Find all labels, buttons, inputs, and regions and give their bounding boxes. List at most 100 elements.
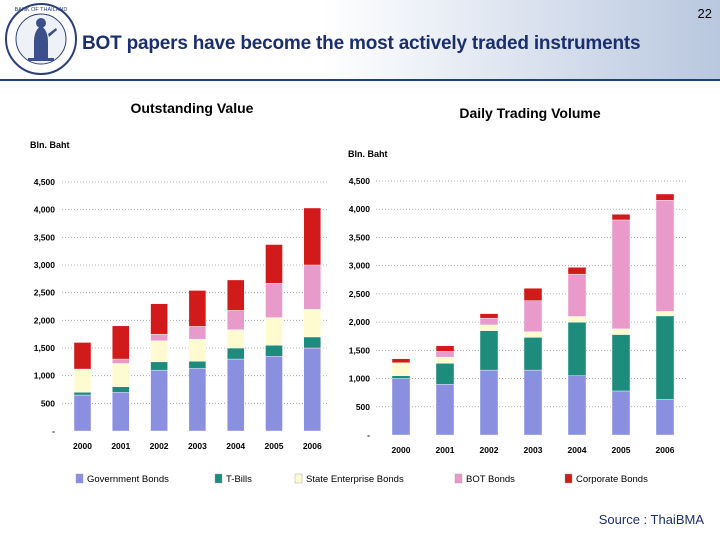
bar-segment-corporate-bonds <box>611 214 631 221</box>
bar-segment-bot-bonds <box>567 273 587 317</box>
bar-segment-state-enterprise-bonds <box>226 329 245 349</box>
x-tick-label: 2003 <box>524 445 543 455</box>
bar-segment-t-bills <box>435 363 455 385</box>
bar-segment-corporate-bonds <box>73 342 92 370</box>
bar-segment-government-bonds <box>611 390 631 436</box>
bar-segment-corporate-bonds <box>479 313 499 319</box>
bar-segment-state-enterprise-bonds <box>112 363 130 387</box>
bar-segment-corporate-bonds <box>188 290 207 327</box>
y-tick-label: 4,000 <box>34 205 56 215</box>
source-note: Source : ThaiBMA <box>598 512 704 527</box>
bar-segment-government-bonds <box>112 392 130 432</box>
page-number: 22 <box>697 6 712 21</box>
bar-segment-corporate-bonds <box>303 207 321 266</box>
x-tick-label: 2004 <box>226 441 245 451</box>
header-rule <box>0 79 720 81</box>
x-tick-label: 2005 <box>612 445 631 455</box>
bar-segment-bot-bonds <box>611 219 631 330</box>
bar-segment-state-enterprise-bonds <box>188 338 207 362</box>
bar-segment-bot-bonds <box>655 199 675 312</box>
bar-segment-bot-bonds <box>303 264 321 310</box>
y-tick-label: - <box>52 426 55 436</box>
bar-segment-state-enterprise-bonds <box>655 311 675 317</box>
y-tick-label: 2,500 <box>349 289 371 299</box>
y-tick-label: 1,000 <box>34 371 56 381</box>
x-tick-label: 2003 <box>188 441 207 451</box>
x-tick-label: 2006 <box>303 441 322 451</box>
x-tick-label: 2002 <box>480 445 499 455</box>
bar-segment-state-enterprise-bonds <box>73 368 92 393</box>
bank-seal-logo: BANK OF THAILAND <box>5 3 77 75</box>
legend-swatch <box>294 473 303 484</box>
bar-segment-state-enterprise-bonds <box>391 362 411 376</box>
legend-label: State Enterprise Bonds <box>306 474 404 485</box>
y-tick-label: 3,000 <box>349 261 371 271</box>
bar-segment-t-bills <box>226 347 245 360</box>
bar-segment-government-bonds <box>523 369 543 436</box>
bar-segment-t-bills <box>112 386 130 393</box>
legend-label: Government Bonds <box>87 474 169 485</box>
y-axis-unit-label: Bln. Baht <box>30 140 70 150</box>
y-tick-label: 1,500 <box>34 343 56 353</box>
legend-swatch <box>564 473 573 484</box>
bar-segment-t-bills <box>391 375 411 379</box>
bar-segment-state-enterprise-bonds <box>303 309 321 338</box>
x-tick-label: 2002 <box>150 441 169 451</box>
bar-segment-t-bills <box>655 315 675 400</box>
legend-label: BOT Bonds <box>466 474 515 485</box>
x-tick-label: 2004 <box>568 445 587 455</box>
y-tick-label: 1,000 <box>349 374 371 384</box>
y-tick-label: - <box>367 430 370 440</box>
header-band <box>0 0 720 80</box>
bar-segment-government-bonds <box>73 394 92 432</box>
bar-segment-state-enterprise-bonds <box>611 328 631 335</box>
x-tick-label: 2005 <box>265 441 284 451</box>
bar-segment-bot-bonds <box>479 317 499 326</box>
y-tick-label: 3,500 <box>349 232 371 242</box>
y-tick-label: 1,500 <box>349 345 371 355</box>
bar-segment-government-bonds <box>226 358 245 432</box>
bar-segment-bot-bonds <box>188 326 207 340</box>
y-tick-label: 4,500 <box>349 176 371 186</box>
bar-segment-government-bonds <box>655 399 675 436</box>
bar-segment-bot-bonds <box>226 310 245 330</box>
legend-swatch <box>75 473 84 484</box>
bar-segment-t-bills <box>523 337 543 371</box>
bar-segment-state-enterprise-bonds <box>435 356 455 364</box>
bar-segment-bot-bonds <box>150 333 168 342</box>
bar-segment-t-bills <box>188 361 207 369</box>
bar-segment-state-enterprise-bonds <box>265 317 283 346</box>
y-tick-label: 3,000 <box>34 260 56 270</box>
bar-segment-bot-bonds <box>435 351 455 358</box>
bar-segment-government-bonds <box>188 368 207 432</box>
bar-segment-corporate-bonds <box>523 288 543 301</box>
x-tick-label: 2001 <box>436 445 455 455</box>
bar-segment-government-bonds <box>391 378 411 436</box>
bar-segment-government-bonds <box>150 369 168 432</box>
y-tick-label: 2,500 <box>34 288 56 298</box>
bar-segment-t-bills <box>73 392 92 396</box>
y-tick-label: 2,000 <box>34 315 56 325</box>
legend-swatch <box>454 473 463 484</box>
y-tick-label: 4,000 <box>349 204 371 214</box>
y-tick-label: 500 <box>41 398 55 408</box>
y-tick-label: 4,500 <box>34 177 56 187</box>
bar-segment-corporate-bonds <box>567 267 587 275</box>
bar-segment-corporate-bonds <box>150 303 168 335</box>
legend-label: Corporate Bonds <box>576 474 648 485</box>
bar-segment-state-enterprise-bonds <box>150 340 168 363</box>
bar-segment-bot-bonds <box>523 300 543 332</box>
bar-segment-t-bills <box>265 345 283 357</box>
bar-segment-state-enterprise-bonds <box>523 331 543 338</box>
bar-segment-corporate-bonds <box>391 358 411 363</box>
y-tick-label: 2,000 <box>349 317 371 327</box>
x-tick-label: 2000 <box>392 445 411 455</box>
svg-text:BANK OF THAILAND: BANK OF THAILAND <box>15 7 68 13</box>
legend-swatch <box>214 473 223 484</box>
y-tick-label: 500 <box>356 402 370 412</box>
chart-title: Outstanding Value <box>131 100 254 116</box>
bar-segment-government-bonds <box>265 356 283 432</box>
legend-label: T-Bills <box>226 474 252 485</box>
bar-segment-state-enterprise-bonds <box>479 324 499 331</box>
